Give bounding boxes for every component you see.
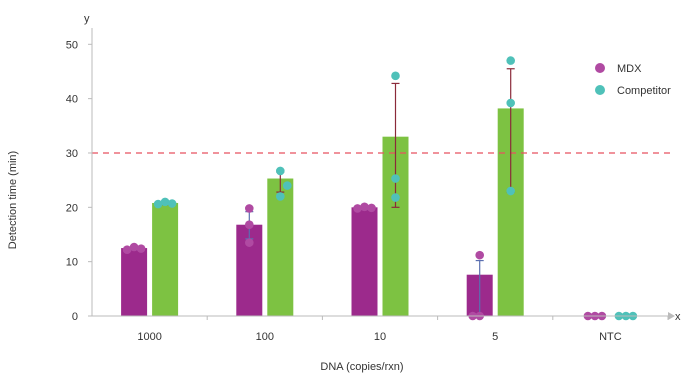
x-tick-label: 10 <box>374 331 386 343</box>
x-tick-label: NTC <box>599 331 622 343</box>
legend-label-mdx: MDX <box>617 63 642 75</box>
data-point-mdx <box>360 202 369 212</box>
bar-competitor <box>152 202 179 316</box>
y-tick-label: 50 <box>66 39 78 51</box>
y-tick-label: 20 <box>66 202 78 214</box>
x-axis-title: DNA (copies/rxn) <box>320 361 403 373</box>
legend: MDX Competitor <box>595 63 671 97</box>
legend-marker-competitor <box>595 85 605 95</box>
data-point-mdx <box>353 204 362 213</box>
x-axis-end-label: x <box>675 311 681 323</box>
data-point-competitor <box>160 197 170 207</box>
data-point-mdx <box>136 244 146 253</box>
x-tick-label: 5 <box>492 331 498 343</box>
data-point-mdx <box>122 245 132 255</box>
data-point-competitor <box>276 192 285 201</box>
data-point-competitor <box>153 199 163 209</box>
legend-label-competitor: Competitor <box>617 85 671 97</box>
bar-mdx <box>121 248 148 316</box>
data-point-mdx <box>475 250 485 260</box>
x-tick-label: 1000 <box>137 331 161 343</box>
data-point-mdx <box>245 204 254 213</box>
legend-marker-mdx <box>595 63 605 73</box>
data-point-competitor <box>506 98 515 108</box>
data-point-mdx <box>367 203 376 213</box>
y-axis-title: Detection time (min) <box>7 151 19 249</box>
data-point-mdx <box>245 238 254 247</box>
y-tick-label: 30 <box>66 148 78 160</box>
y-tick-label: 40 <box>66 94 78 106</box>
data-point-competitor <box>506 56 515 65</box>
y-tick-label: 0 <box>72 311 78 323</box>
data-point-competitor <box>167 199 177 208</box>
y-axis-end-label: y <box>84 13 90 25</box>
bar-competitor <box>267 178 294 316</box>
data-point-competitor <box>391 71 400 81</box>
data-point-competitor <box>506 186 515 196</box>
data-point-competitor <box>391 174 400 183</box>
data-point-competitor <box>276 166 285 176</box>
x-axis-arrow <box>668 312 675 320</box>
data-point-competitor <box>283 181 292 190</box>
data-point-mdx <box>245 220 254 230</box>
data-point-mdx <box>129 242 139 252</box>
x-tick-label: 100 <box>256 331 274 343</box>
data-point-competitor <box>391 193 400 202</box>
y-tick-label: 10 <box>66 257 78 269</box>
bar-mdx <box>351 207 378 316</box>
